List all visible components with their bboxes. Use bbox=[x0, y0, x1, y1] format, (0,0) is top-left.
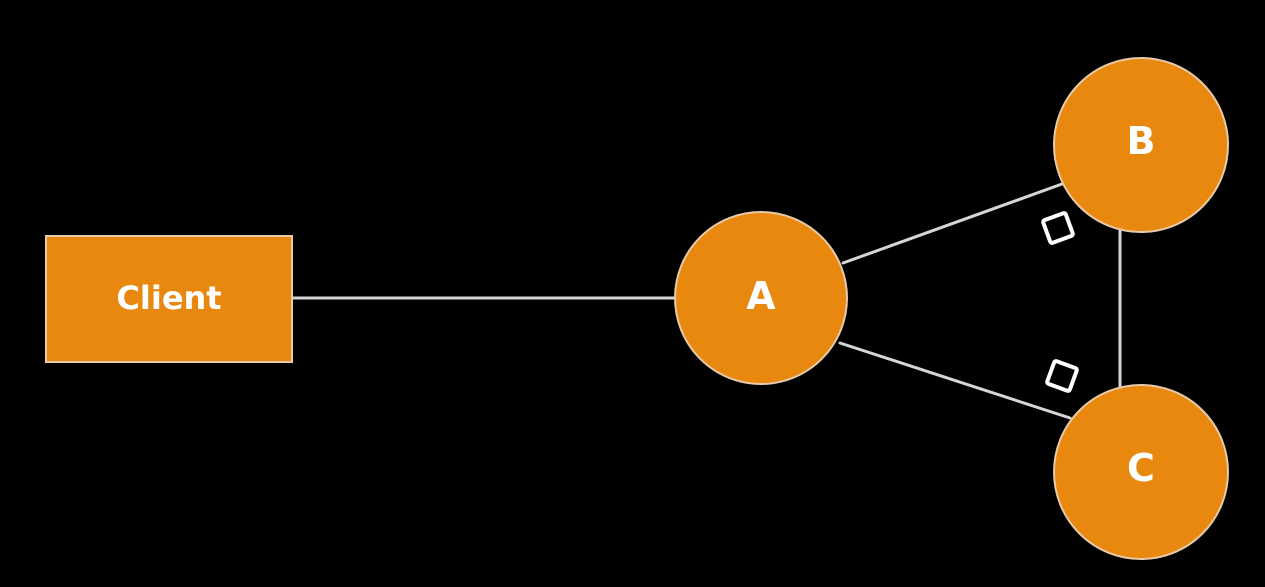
node-b: B bbox=[1053, 57, 1229, 233]
client-box bbox=[45, 235, 293, 363]
node-a-circle bbox=[674, 211, 848, 385]
node-c: C bbox=[1053, 384, 1229, 560]
edge-a-b bbox=[841, 182, 1064, 265]
message-marker-ab-icon bbox=[1041, 211, 1075, 245]
node-a-label: A bbox=[746, 274, 776, 318]
node-c-circle bbox=[1053, 384, 1229, 560]
node-b-label: B bbox=[1127, 119, 1156, 163]
node-c-label: C bbox=[1127, 446, 1155, 490]
edge-a-c bbox=[838, 341, 1072, 420]
node-a: A bbox=[674, 211, 848, 385]
node-client: Client bbox=[45, 235, 293, 363]
message-marker-ac-icon bbox=[1045, 359, 1079, 393]
node-b-circle bbox=[1053, 57, 1229, 233]
client-label: Client bbox=[116, 279, 221, 317]
